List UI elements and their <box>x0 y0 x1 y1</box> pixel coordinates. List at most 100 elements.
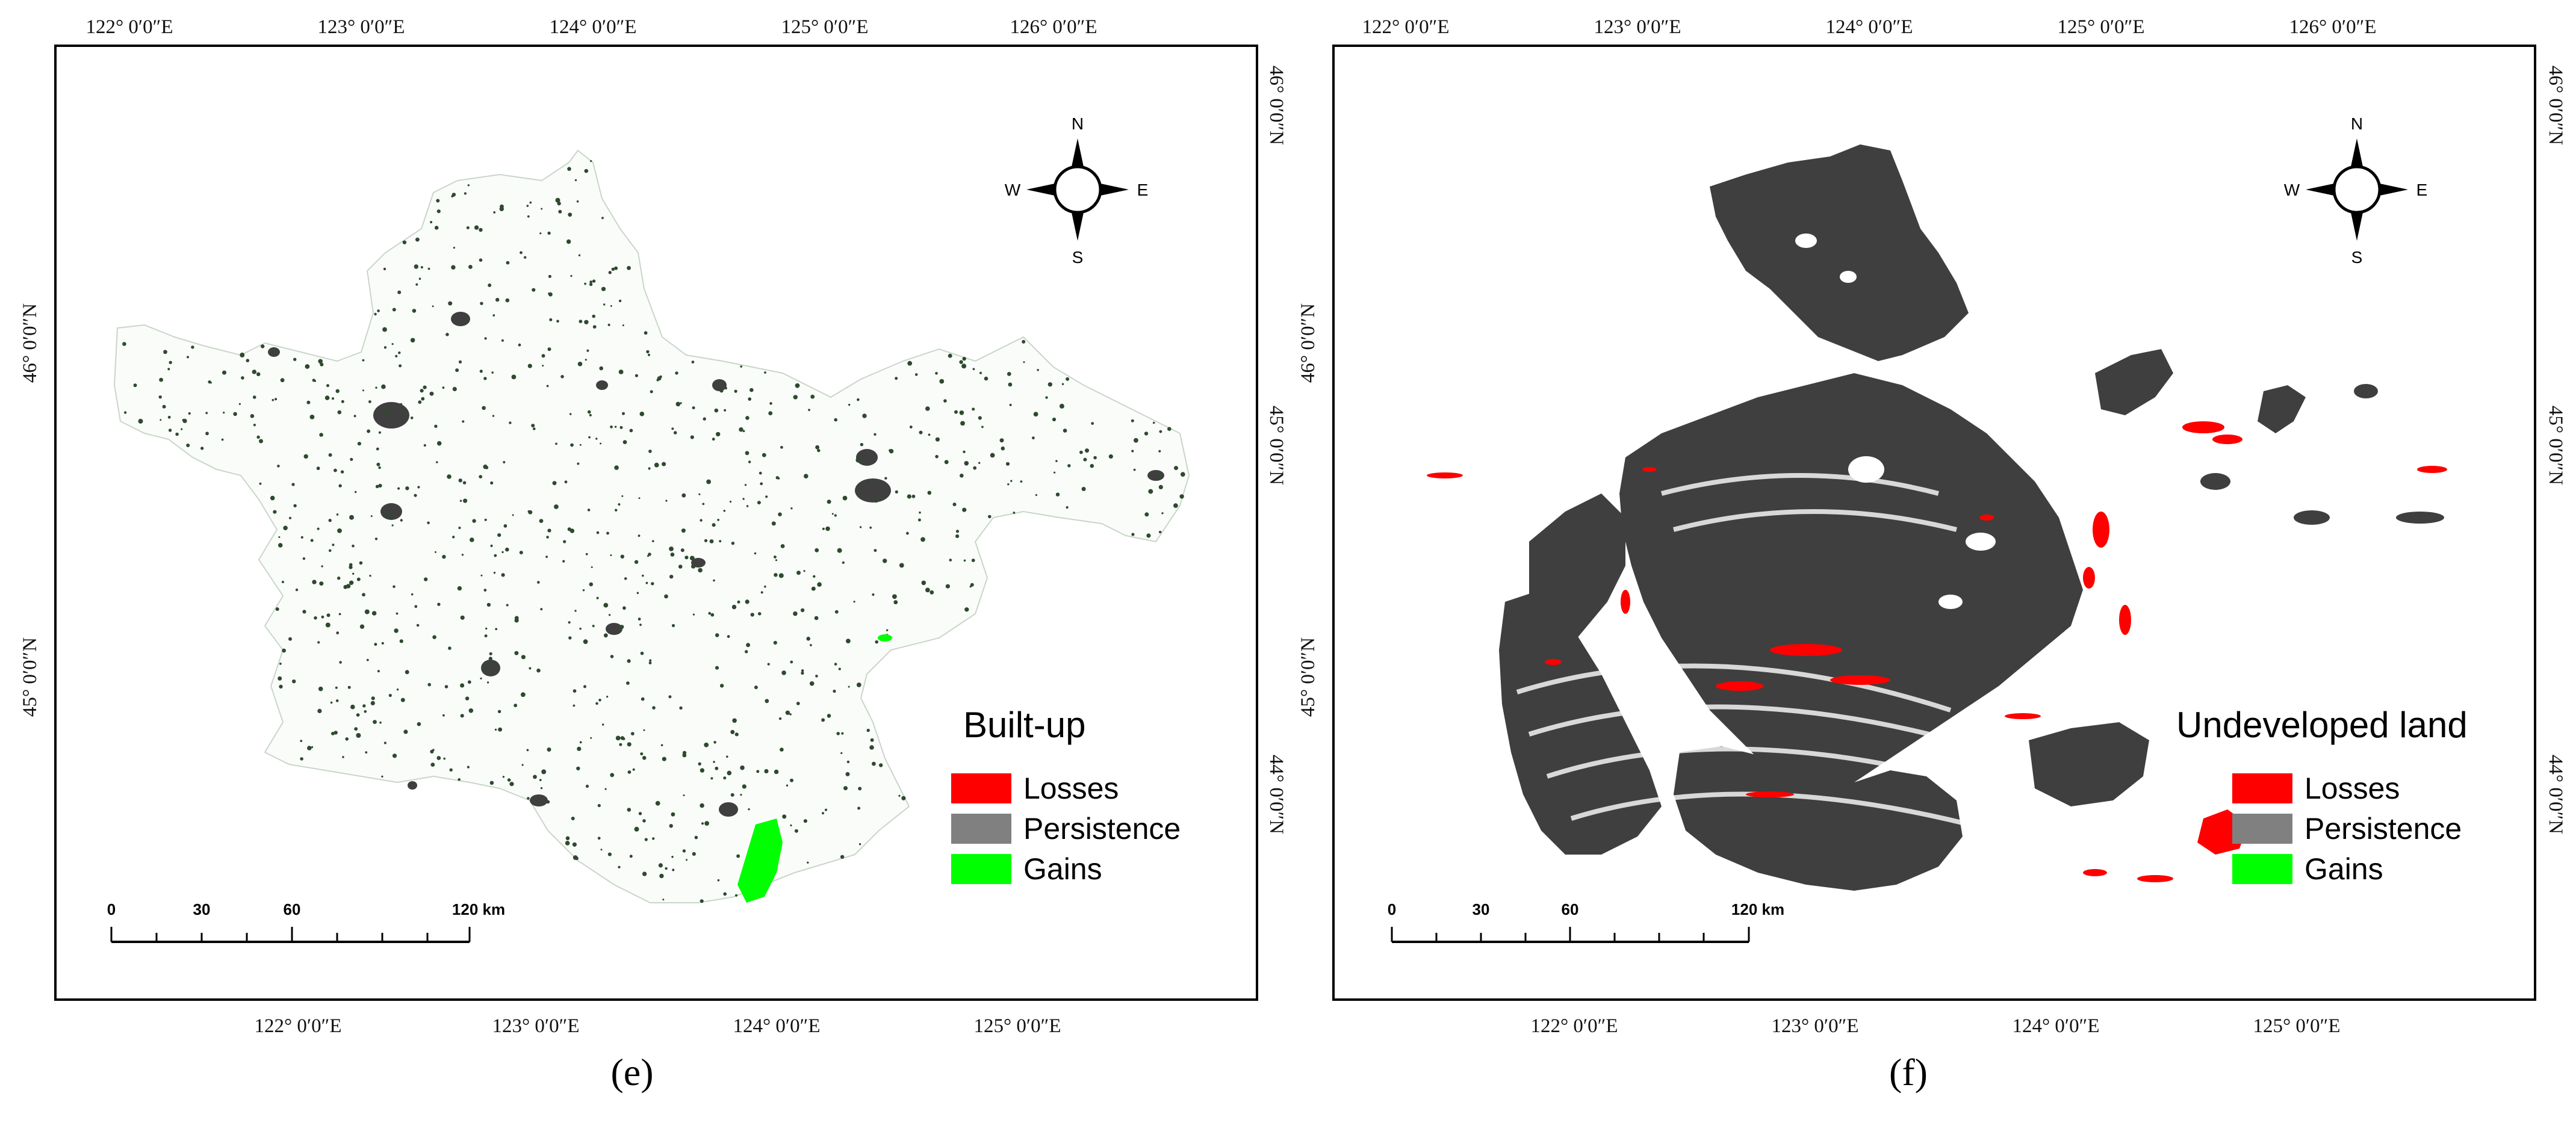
settlement-dot <box>644 838 648 841</box>
settlement-dot <box>748 808 750 811</box>
settlement-dot <box>817 448 821 453</box>
settlement-dot <box>1131 533 1135 536</box>
settlement-dot <box>652 706 656 710</box>
settlement-dot <box>848 685 850 688</box>
settlement-dot <box>374 312 377 316</box>
settlement-dot <box>350 704 355 710</box>
settlement-dot <box>373 720 377 724</box>
settlement-dot <box>833 689 836 693</box>
settlement-dot <box>883 558 887 563</box>
settlement-dot <box>122 342 126 346</box>
settlement-dot <box>627 265 631 270</box>
settlement-dot <box>418 277 421 280</box>
settlement-dot <box>396 612 399 615</box>
settlement-dot <box>860 443 864 447</box>
settlement-dot <box>778 512 782 516</box>
settlement-dot <box>879 763 883 767</box>
settlement-dot <box>490 481 494 485</box>
settlement-dot <box>573 689 577 693</box>
top-lon-label: 122° 0′0″E <box>85 16 173 38</box>
settlement-dot <box>729 501 732 503</box>
settlement-dot <box>158 395 162 399</box>
legend-swatch-persistence <box>2232 814 2292 844</box>
settlement-dot <box>442 386 445 389</box>
settlement-dot <box>399 639 403 643</box>
settlement-dot <box>460 615 465 620</box>
settlement-dot <box>549 318 553 321</box>
settlement-dot <box>416 623 420 627</box>
settlement-dot <box>429 391 434 396</box>
settlement-dot <box>572 842 577 847</box>
settlement-dot <box>414 493 417 497</box>
settlement-dot <box>972 407 975 411</box>
settlement-dot <box>205 412 208 415</box>
settlement-dot <box>462 481 467 484</box>
settlement-dot <box>892 594 897 599</box>
settlement-dot <box>485 466 489 469</box>
settlement-dot <box>700 803 704 808</box>
settlement-dot <box>279 684 283 689</box>
panel-caption: (f) <box>1889 1051 1928 1094</box>
settlement-dot <box>480 574 483 577</box>
settlement-dot <box>714 408 719 413</box>
compass-east-label: E <box>1137 181 1149 199</box>
settlement-dot <box>493 211 496 214</box>
settlement-dot <box>857 806 861 810</box>
settlement-dot <box>822 812 824 815</box>
settlement-dot <box>571 817 575 820</box>
settlement-dot <box>662 899 665 901</box>
settlement-dot <box>862 413 867 418</box>
settlement-dot <box>484 634 488 638</box>
settlement-dot <box>1167 427 1172 431</box>
settlement-dot <box>597 837 601 840</box>
settlement-dot <box>427 267 430 270</box>
settlement-dot <box>822 527 825 530</box>
settlement-dot <box>364 609 370 614</box>
settlement-dot <box>611 267 615 271</box>
settlement-dot <box>955 530 960 533</box>
settlement-dot <box>874 549 877 552</box>
settlement-dot <box>353 415 356 418</box>
compass-north-label: N <box>2351 114 2363 133</box>
settlement-dot <box>209 382 212 384</box>
settlement-dot <box>777 477 780 480</box>
settlement-dot <box>1008 382 1013 387</box>
settlement-dot <box>1148 489 1153 494</box>
settlement-dot <box>533 775 537 779</box>
settlement-dot <box>328 519 332 522</box>
settlement-dot <box>739 427 743 432</box>
settlement-dot <box>309 415 315 419</box>
settlement-dot <box>349 563 353 567</box>
settlement-dot <box>1013 512 1016 514</box>
settlement-dot <box>704 821 709 826</box>
settlement-dot <box>552 481 557 486</box>
settlement-dot <box>920 537 925 542</box>
settlement-dot <box>614 425 617 428</box>
settlement-dot <box>376 447 379 451</box>
settlement-dot <box>592 325 597 329</box>
settlement-dot <box>506 261 510 265</box>
settlement-dot <box>657 376 662 381</box>
settlement-dot <box>773 640 777 645</box>
settlement-dot <box>708 611 711 615</box>
top-lon-label: 122° 0′0″E <box>1362 16 1449 38</box>
settlement-dot <box>520 251 523 255</box>
settlement-dot <box>319 581 324 586</box>
settlement-dot <box>622 412 625 415</box>
settlement-dot <box>606 696 609 698</box>
settlement-dot <box>354 727 358 731</box>
settlement-dot <box>827 714 831 718</box>
settlement-dot <box>464 192 467 195</box>
legend-title: Undeveloped land <box>2176 705 2468 745</box>
settlement-dot <box>392 308 396 312</box>
settlement-dot <box>810 394 815 399</box>
settlement-dot <box>831 513 834 515</box>
settlement-dot <box>825 526 830 531</box>
settlement-dot <box>546 536 549 539</box>
settlement-dot <box>790 507 793 510</box>
settlement-dot <box>648 467 651 470</box>
settlement-dot <box>840 752 843 754</box>
settlement-dot <box>335 686 338 689</box>
settlement-dot <box>886 629 889 631</box>
settlement-dot <box>592 279 596 283</box>
